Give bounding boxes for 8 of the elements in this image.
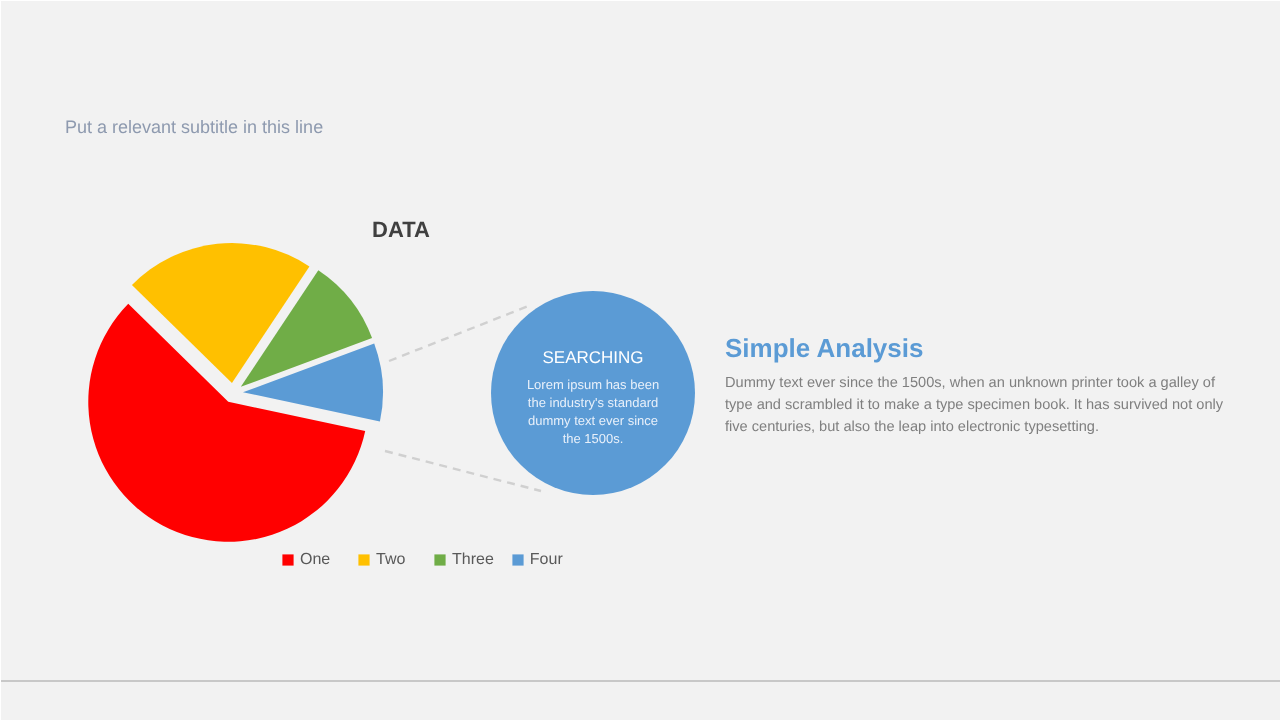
- text: Simple Analysis: [725, 333, 924, 363]
- chart-subtitle: Put a relevant subtitle in this line: [65, 117, 324, 137]
- legend-label: Four: [529, 550, 565, 568]
- chart-title: DATA: [372, 219, 431, 243]
- text: SEARCHING: [542, 347, 644, 367]
- legend-label: Three: [452, 550, 494, 568]
- legend-label: One: [300, 550, 333, 568]
- legend-label: Two: [376, 550, 408, 568]
